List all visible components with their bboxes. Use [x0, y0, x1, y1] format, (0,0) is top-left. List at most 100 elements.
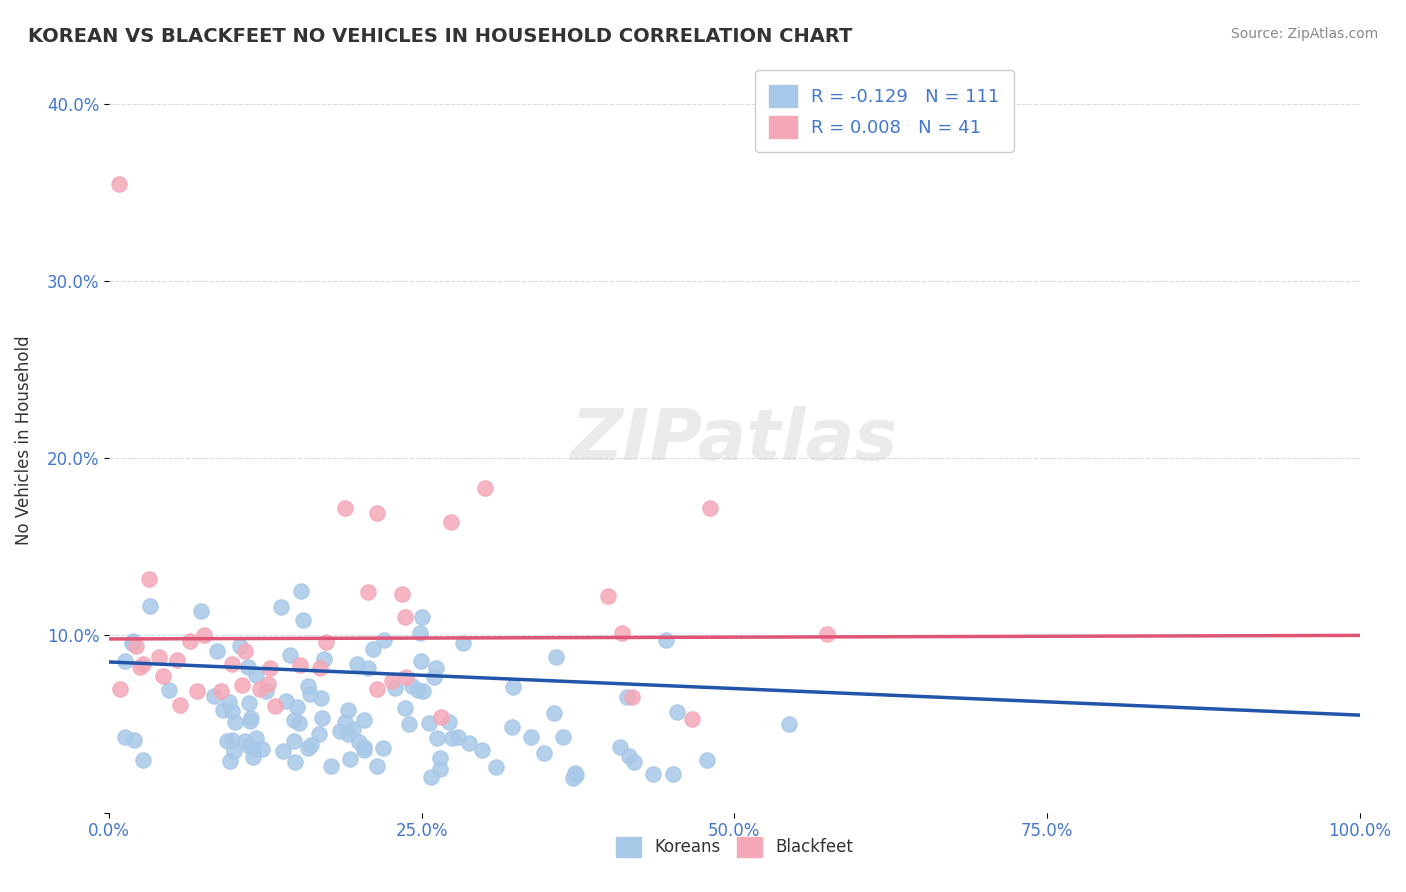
Point [381, 673, 404, 688]
Point [520, 730, 543, 744]
Point [284, 755, 307, 769]
Point [271, 744, 294, 758]
Point [152, 669, 174, 683]
Point [394, 610, 416, 624]
Point [290, 584, 312, 599]
Point [429, 762, 451, 776]
Point [299, 738, 322, 752]
Point [231, 678, 253, 692]
Point [209, 684, 232, 698]
Point [221, 704, 243, 718]
Point [696, 753, 718, 767]
Point [395, 670, 418, 684]
Point [485, 760, 508, 774]
Point [240, 711, 263, 725]
Point [474, 481, 496, 495]
Point [311, 690, 333, 705]
Point [342, 722, 364, 736]
Point [336, 727, 359, 741]
Point [553, 730, 575, 744]
Point [502, 680, 524, 694]
Point [501, 720, 523, 734]
Point [681, 712, 703, 726]
Point [285, 700, 308, 714]
Point [311, 711, 333, 725]
Point [233, 644, 256, 658]
Point [222, 743, 245, 757]
Point [366, 758, 388, 772]
Point [193, 628, 215, 642]
Point [166, 653, 188, 667]
Point [373, 633, 395, 648]
Point [288, 715, 311, 730]
Text: Source: ZipAtlas.com: Source: ZipAtlas.com [1230, 27, 1378, 41]
Point [114, 654, 136, 668]
Point [815, 626, 838, 640]
Point [290, 657, 312, 672]
Point [128, 660, 150, 674]
Point [215, 734, 238, 748]
Point [276, 694, 298, 708]
Point [662, 767, 685, 781]
Point [401, 679, 423, 693]
Point [349, 735, 371, 749]
Point [125, 640, 148, 654]
Point [643, 766, 665, 780]
Point [108, 177, 131, 191]
Point [361, 641, 384, 656]
Point [221, 657, 243, 672]
Point [256, 677, 278, 691]
Point [218, 754, 240, 768]
Point [616, 690, 638, 704]
Point [409, 626, 432, 640]
Point [406, 682, 429, 697]
Point [291, 613, 314, 627]
Point [391, 587, 413, 601]
Point [283, 734, 305, 748]
Point [337, 703, 360, 717]
Point [429, 750, 451, 764]
Point [447, 730, 470, 744]
Point [297, 679, 319, 693]
Point [398, 717, 420, 731]
Point [699, 501, 721, 516]
Point [259, 661, 281, 675]
Point [420, 770, 443, 784]
Point [252, 741, 274, 756]
Point [221, 733, 243, 747]
Point [245, 668, 267, 682]
Point [121, 633, 143, 648]
Point [238, 739, 260, 753]
Point [202, 689, 225, 703]
Point [131, 753, 153, 767]
Point [239, 714, 262, 729]
Point [235, 734, 257, 748]
Point [264, 698, 287, 713]
Point [238, 696, 260, 710]
Point [655, 633, 678, 648]
Point [596, 590, 619, 604]
Point [157, 683, 180, 698]
Point [121, 636, 143, 650]
Point [564, 766, 586, 780]
Point [425, 660, 447, 674]
Point [357, 660, 380, 674]
Point [610, 626, 633, 640]
Point [270, 600, 292, 615]
Point [169, 698, 191, 712]
Point [430, 709, 453, 723]
Point [353, 743, 375, 757]
Point [321, 758, 343, 772]
Point [148, 650, 170, 665]
Point [309, 661, 332, 675]
Point [533, 746, 555, 760]
Point [243, 741, 266, 756]
Point [245, 731, 267, 745]
Point [565, 768, 588, 782]
Point [315, 635, 337, 649]
Point [339, 752, 361, 766]
Point [254, 684, 277, 698]
Point [426, 731, 449, 746]
Point [218, 695, 240, 709]
Point [609, 739, 631, 754]
